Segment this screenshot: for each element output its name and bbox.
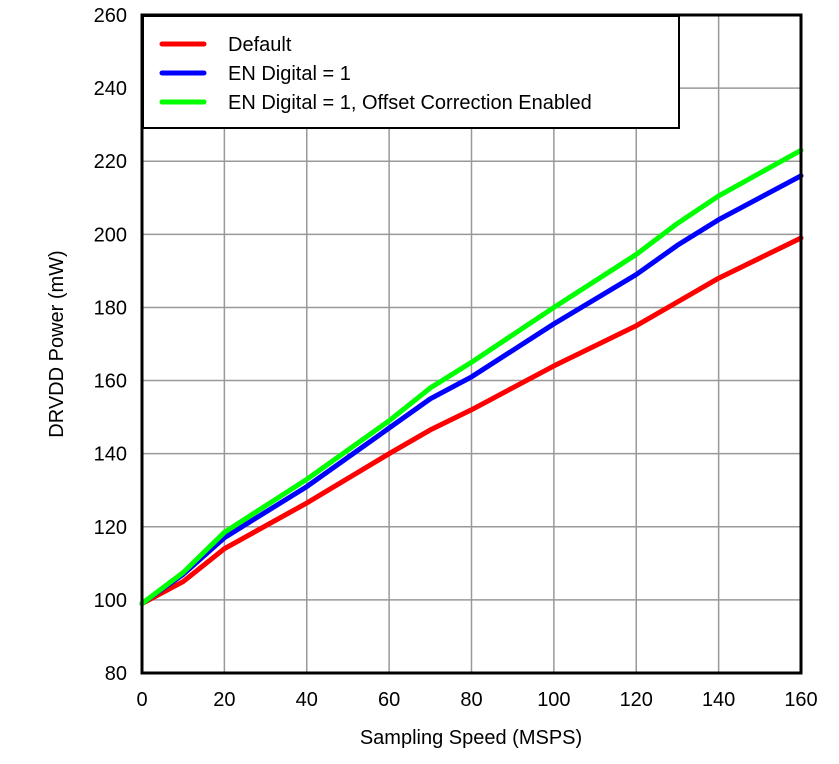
x-tick-label: 40	[296, 689, 318, 711]
x-tick-label: 80	[460, 689, 482, 711]
y-tick-label: 140	[94, 444, 127, 466]
x-tick-label: 100	[537, 689, 570, 711]
series-line-0	[139, 235, 804, 606]
y-tick-label: 240	[94, 78, 127, 100]
series-line-2	[139, 147, 804, 606]
legend-label-default: Default	[228, 34, 292, 56]
legend-label-en-digital: EN Digital = 1	[228, 63, 351, 85]
data-series	[139, 147, 804, 606]
legend: Default EN Digital = 1 EN Digital = 1, O…	[142, 15, 680, 129]
x-tick-label: 20	[213, 689, 235, 711]
legend-box	[142, 15, 680, 129]
x-tick-label: 120	[620, 689, 653, 711]
x-axis-title: Sampling Speed (MSPS)	[360, 727, 582, 749]
y-tick-label: 200	[94, 224, 127, 246]
x-tick-label: 60	[378, 689, 400, 711]
y-tick-label: 160	[94, 371, 127, 393]
x-tick-label: 140	[702, 689, 735, 711]
y-tick-label: 100	[94, 590, 127, 612]
legend-label-offset-correction: EN Digital = 1, Offset Correction Enable…	[228, 92, 592, 114]
y-tick-label: 80	[105, 663, 127, 685]
y-axis-title: DRVDD Power (mW)	[46, 250, 68, 437]
y-tick-label: 260	[94, 5, 127, 27]
y-tick-label: 220	[94, 151, 127, 173]
y-axis-ticks: 80 100 120 140 160 180 200 220 240 260	[94, 5, 127, 685]
x-tick-label: 0	[136, 689, 147, 711]
x-tick-label: 160	[784, 689, 817, 711]
series-line-1	[139, 173, 804, 606]
x-axis-ticks: 0 20 40 60 80 100 120 140 160	[136, 689, 817, 711]
y-tick-label: 180	[94, 297, 127, 319]
y-tick-label: 120	[94, 517, 127, 539]
